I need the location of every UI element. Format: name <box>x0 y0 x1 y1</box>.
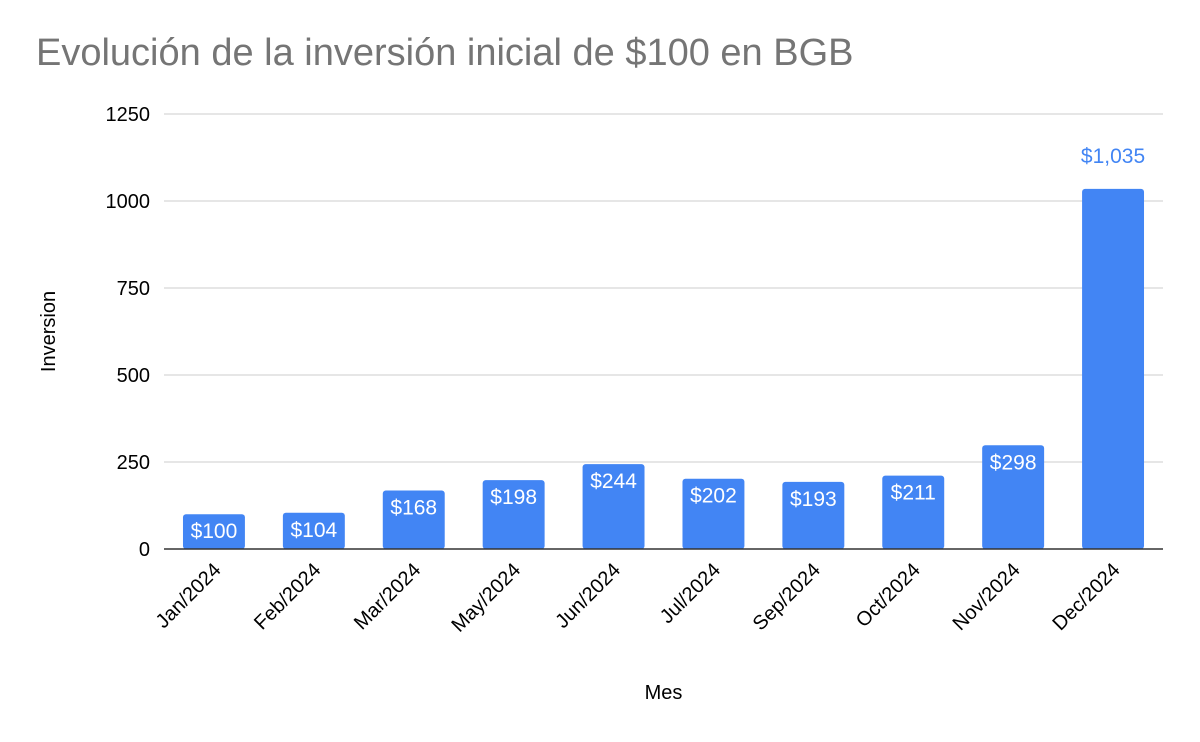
x-tick-label: Jul/2024 <box>656 559 725 628</box>
x-tick-label: Sep/2024 <box>749 559 825 635</box>
data-label: $202 <box>690 485 737 508</box>
x-tick-label: Oct/2024 <box>852 559 925 632</box>
x-tick-label: May/2024 <box>448 559 526 637</box>
x-tick-label: Jan/2024 <box>152 559 226 633</box>
x-axis-label: Mes <box>645 682 683 704</box>
gridlines <box>164 113 1163 463</box>
bar <box>982 445 1045 549</box>
bar <box>582 464 645 549</box>
data-label: $298 <box>990 451 1037 474</box>
y-axis-ticks: 0 250 500 750 1000 1250 <box>106 104 151 561</box>
data-label: $168 <box>390 497 437 520</box>
bars <box>182 188 1145 549</box>
y-axis-label: Inversion <box>38 291 60 372</box>
x-tick-label: Feb/2024 <box>250 559 325 634</box>
y-tick-label: 0 <box>139 539 150 561</box>
data-label: $100 <box>191 520 238 543</box>
x-tick-label: Dec/2024 <box>1048 559 1124 635</box>
x-tick-label: Jun/2024 <box>551 559 625 633</box>
bar <box>782 481 845 549</box>
bar <box>382 490 445 549</box>
data-label: $1,035 <box>1081 145 1145 168</box>
data-label: $193 <box>790 488 837 511</box>
y-tick-label: 500 <box>117 365 150 387</box>
y-tick-label: 1000 <box>106 191 151 213</box>
bar <box>1082 188 1145 549</box>
bar <box>282 512 345 549</box>
data-labels: $100 $104 $168 $198 $244 $202 $193 $211 $298 $1,0… <box>191 145 1146 543</box>
y-tick-label: 250 <box>117 452 150 474</box>
data-label: $211 <box>891 482 936 505</box>
data-label: $244 <box>590 470 637 493</box>
bar <box>482 480 545 549</box>
x-tick-label: Mar/2024 <box>350 559 425 634</box>
bar <box>182 514 245 549</box>
bar <box>682 478 745 549</box>
chart-title: Evolución de la inversión inicial de $10… <box>36 32 854 74</box>
data-label: $104 <box>290 519 337 542</box>
y-tick-label: 1250 <box>106 104 151 126</box>
y-tick-label: 750 <box>117 278 150 300</box>
data-label: $198 <box>490 486 537 509</box>
x-tick-label: Nov/2024 <box>949 559 1025 635</box>
x-axis-ticks: Jan/2024 Feb/2024 Mar/2024 May/2024 Jun/2024… <box>152 559 1125 637</box>
bar <box>882 475 945 549</box>
